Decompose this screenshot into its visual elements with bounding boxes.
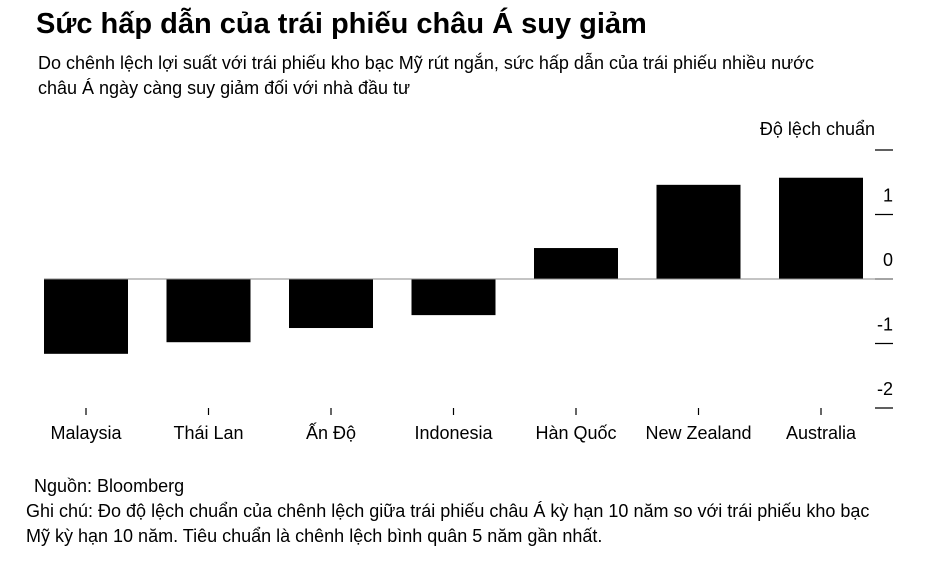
bar: [289, 279, 373, 329]
x-tick-label: Australia: [786, 423, 857, 443]
bar: [411, 279, 496, 316]
y-tick-label: -1: [877, 314, 893, 334]
x-tick-label: New Zealand: [645, 423, 751, 443]
bar: [779, 177, 863, 279]
x-tick-label: Malaysia: [50, 423, 122, 443]
y-tick-label: 1: [883, 185, 893, 205]
y-tick-label: 0: [883, 250, 893, 270]
chart-title: Sức hấp dẫn của trái phiếu châu Á suy gi…: [36, 8, 647, 40]
note: Ghi chú: Đo độ lệch chuẩn của chênh lệch…: [26, 501, 870, 546]
source: Nguồn: Bloomberg: [34, 476, 185, 496]
x-tick-label: Thái Lan: [173, 423, 243, 443]
x-tick-label: Indonesia: [414, 423, 493, 443]
bar: [44, 279, 128, 354]
chart-subtitle: Do chênh lệch lợi suất với trái phiếu kh…: [38, 53, 814, 98]
x-tick-label: Ấn Độ: [306, 422, 356, 443]
y-tick-label: -2: [877, 379, 893, 399]
bar: [656, 184, 741, 279]
bar: [166, 279, 251, 343]
bar: [534, 248, 618, 279]
y-axis-title: Độ lệch chuẩn: [760, 119, 875, 139]
x-tick-label: Hàn Quốc: [535, 423, 616, 443]
